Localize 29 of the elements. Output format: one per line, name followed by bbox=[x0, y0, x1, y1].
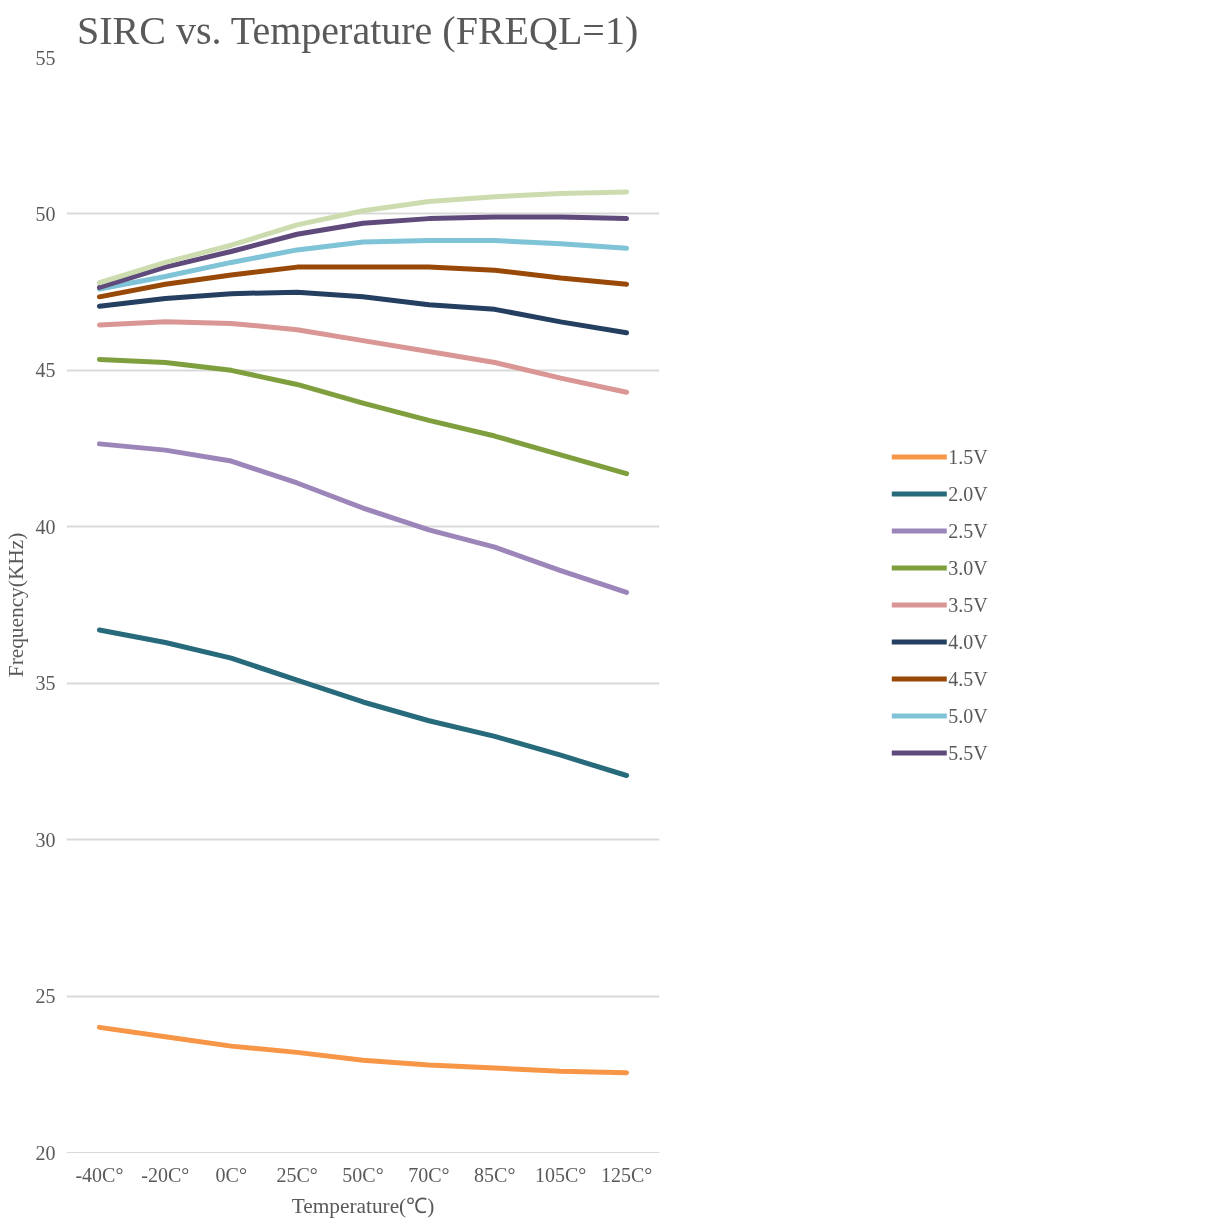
legend-label: 5.0V bbox=[948, 704, 988, 727]
x-tick-label: 50C° bbox=[342, 1163, 384, 1186]
legend-label: 4.0V bbox=[948, 630, 988, 653]
chart-title: SIRC vs. Temperature (FREQL=1) bbox=[77, 7, 639, 53]
legend-label: 2.5V bbox=[948, 519, 988, 542]
legend-label: 5.5V bbox=[948, 741, 988, 764]
x-tick-label: -20C° bbox=[141, 1163, 190, 1186]
y-tick-label: 55 bbox=[35, 46, 56, 69]
y-tick-label: 40 bbox=[35, 515, 56, 538]
x-axis-title: Temperature(℃) bbox=[291, 1193, 435, 1218]
x-tick-label: 25C° bbox=[276, 1163, 318, 1186]
x-tick-label: 0C° bbox=[215, 1163, 247, 1186]
y-tick-label: 45 bbox=[35, 359, 56, 382]
legend-label: 3.0V bbox=[948, 556, 988, 579]
legend-label: 3.5V bbox=[948, 593, 988, 616]
legend-label: 1.5V bbox=[948, 445, 988, 468]
x-tick-label: 70C° bbox=[408, 1163, 450, 1186]
x-tick-label: 105C° bbox=[535, 1163, 587, 1186]
y-tick-label: 30 bbox=[35, 828, 56, 851]
legend-label: 4.5V bbox=[948, 667, 988, 690]
y-tick-label: 20 bbox=[35, 1141, 56, 1164]
legend-label: 2.0V bbox=[948, 482, 988, 505]
y-axis-title: Frequency(KHz) bbox=[3, 532, 28, 678]
y-tick-label: 25 bbox=[35, 985, 56, 1008]
x-tick-label: 85C° bbox=[474, 1163, 516, 1186]
x-tick-label: -40C° bbox=[75, 1163, 124, 1186]
y-tick-label: 50 bbox=[35, 202, 56, 225]
x-tick-label: 125C° bbox=[600, 1163, 653, 1186]
y-tick-label: 35 bbox=[35, 672, 56, 695]
